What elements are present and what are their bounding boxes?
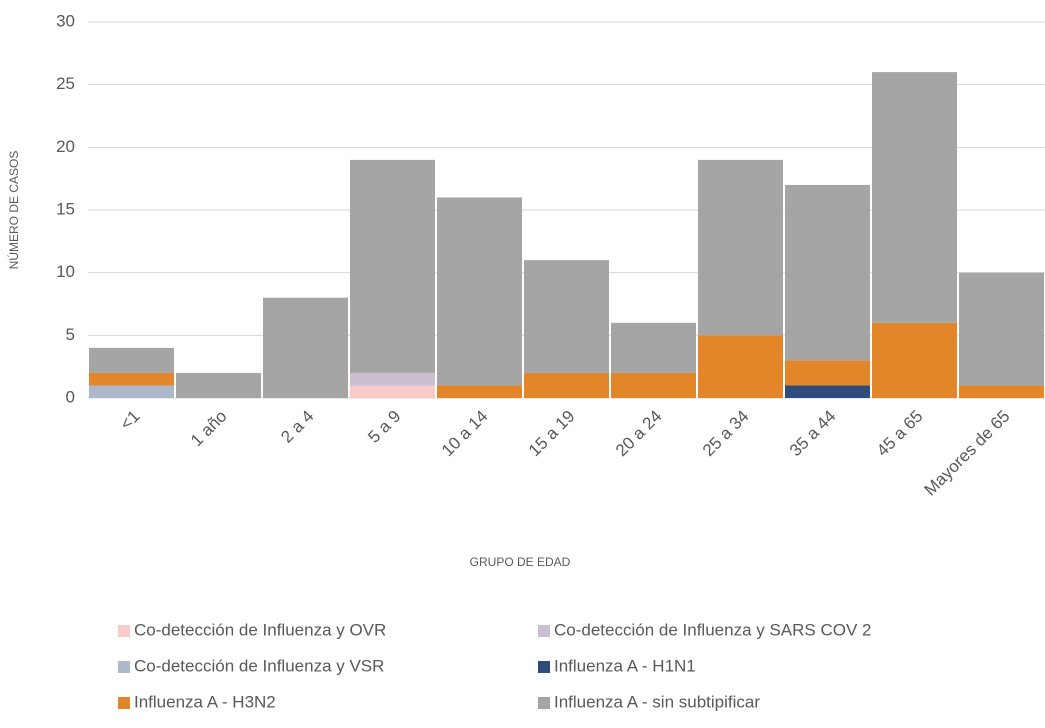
bar-segment [350,159,435,373]
x-tick-label: 20 a 24 [612,407,666,461]
y-tick-label: 25 [56,74,75,93]
x-tick-label: 25 a 34 [699,407,753,461]
legend-label: Influenza A - H3N2 [134,692,276,711]
legend-swatch [118,625,130,637]
bar-segment [785,385,870,398]
y-axis-title: NÚMERO DE CASOS [6,151,21,270]
bar-segment [176,372,261,398]
y-tick-label: 20 [56,137,75,156]
y-tick-label: 0 [66,387,75,406]
legend-label: Co-detección de Influenza y OVR [134,620,386,639]
bar-segment [785,184,870,361]
bar-segment [872,322,957,398]
y-tick-label: 15 [56,199,75,218]
x-tick-label: 15 a 19 [525,407,579,461]
bar-segment [872,72,957,323]
y-tick-label: 10 [56,262,75,281]
legend-swatch [538,661,550,673]
bar-segment [89,347,174,373]
x-tick-label: 10 a 14 [438,407,492,461]
bar-segment [959,272,1044,386]
legend-label: Influenza A - sin subtipificar [554,692,760,711]
bar-segment [524,372,609,398]
y-tick-label: 5 [66,325,75,344]
x-tick-label: <1 [116,407,143,434]
legend-label: Co-detección de Influenza y VSR [134,656,384,675]
bar-segment [785,360,870,386]
bar-segment [350,372,435,386]
x-tick-label: 5 a 9 [364,407,404,447]
bar-segment [437,385,522,398]
bar-segment [698,335,783,398]
legend-label: Co-detección de Influenza y SARS COV 2 [554,620,872,639]
x-tick-label: 45 a 65 [873,407,927,461]
x-tick-label: Mayores de 65 [921,407,1014,500]
legend-swatch [538,697,550,709]
y-tick-label: 30 [56,11,75,30]
legend-label: Influenza A - H1N1 [554,656,696,675]
bar-segment [611,372,696,398]
bar-segment [89,372,174,386]
bar-segment [698,159,783,336]
bar-segment [959,385,1044,398]
bar-segment [611,322,696,373]
x-tick-label: 2 a 4 [277,407,317,447]
legend-swatch [118,697,130,709]
bar-segment [437,197,522,386]
bar-segment [524,260,609,373]
x-axis-title: GRUPO DE EDAD [470,555,571,569]
x-tick-label: 1 año [187,407,231,451]
x-tick-label: 35 a 44 [786,407,840,461]
bar-segment [89,385,174,398]
legend-swatch [118,661,130,673]
legend-swatch [538,625,550,637]
bar-segment [350,385,435,398]
bar-segment [263,297,348,398]
